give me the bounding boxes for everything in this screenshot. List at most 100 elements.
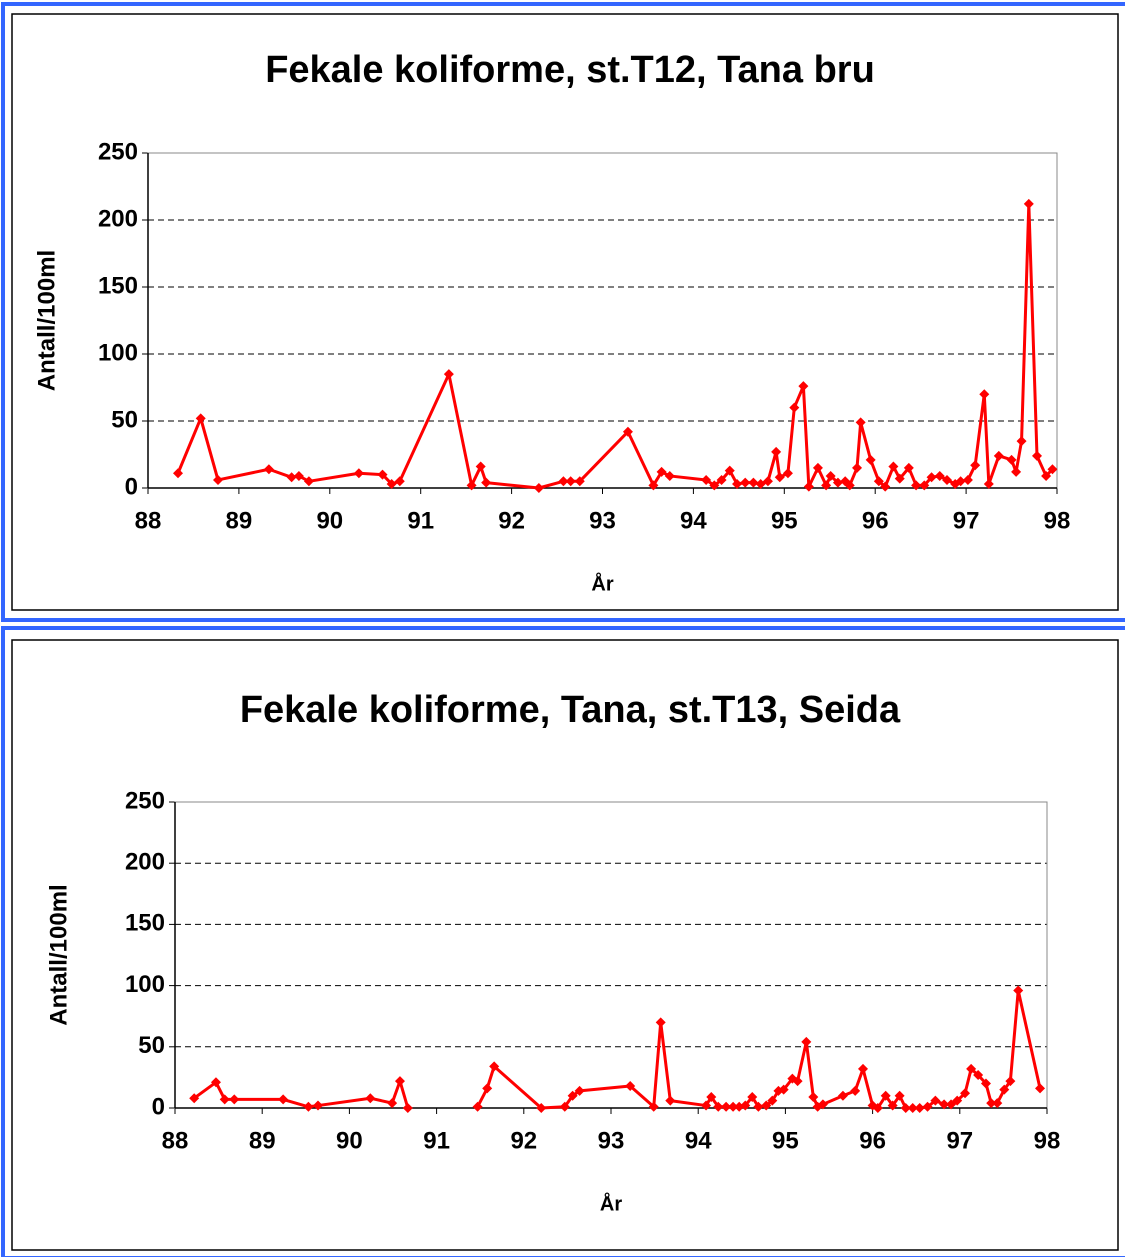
data-point xyxy=(278,1094,289,1105)
data-point xyxy=(774,472,785,483)
data-point xyxy=(263,464,274,475)
x-tick-label: 93 xyxy=(598,1127,625,1154)
data-point xyxy=(855,417,866,428)
data-point xyxy=(922,1101,933,1112)
data-point xyxy=(872,1103,883,1113)
data-point xyxy=(808,1091,819,1102)
data-point xyxy=(817,1099,828,1110)
data-point xyxy=(753,1101,764,1112)
data-point xyxy=(1013,985,1024,996)
data-point xyxy=(801,1036,812,1047)
data-point xyxy=(798,381,809,392)
x-tick-label: 91 xyxy=(407,507,434,534)
data-point xyxy=(567,1090,578,1101)
data-point xyxy=(701,1100,712,1111)
data-point xyxy=(970,460,981,471)
data-point xyxy=(365,1093,376,1104)
x-tick-label: 96 xyxy=(862,507,889,534)
x-tick-label: 97 xyxy=(946,1127,973,1154)
data-point xyxy=(999,1084,1010,1095)
data-point xyxy=(992,1098,1003,1109)
data-point xyxy=(821,480,832,491)
data-point xyxy=(172,468,183,479)
data-point xyxy=(903,462,914,473)
x-tick-label: 95 xyxy=(772,1127,799,1154)
data-point xyxy=(844,480,855,491)
data-point xyxy=(782,468,793,479)
data-point xyxy=(894,1090,905,1101)
data-point xyxy=(482,1083,493,1094)
y-tick-label: 50 xyxy=(111,406,138,433)
data-point xyxy=(724,465,735,476)
data-point xyxy=(313,1100,324,1111)
data-point xyxy=(980,1078,991,1089)
x-tick-label: 90 xyxy=(336,1127,363,1154)
x-tick-label: 90 xyxy=(316,507,343,534)
data-point xyxy=(728,1101,739,1112)
data-point xyxy=(394,1076,405,1087)
data-point xyxy=(1023,198,1034,209)
data-point xyxy=(648,480,659,491)
data-point xyxy=(574,1085,585,1096)
x-tick-label: 94 xyxy=(685,1127,712,1154)
data-point xyxy=(888,461,899,472)
data-point xyxy=(792,1076,803,1087)
data-point xyxy=(762,476,773,487)
y-axis-label: Antall/100ml xyxy=(33,250,60,391)
chart-border xyxy=(11,639,1119,1251)
y-tick-label: 250 xyxy=(125,787,165,814)
data-point xyxy=(911,480,922,491)
y-axis-label: Antall/100ml xyxy=(45,884,72,1025)
data-point xyxy=(559,1101,570,1112)
data-point xyxy=(732,478,743,489)
data-point xyxy=(880,481,891,492)
data-point xyxy=(303,476,314,487)
data-point xyxy=(558,476,569,487)
data-point xyxy=(962,474,973,485)
data-point xyxy=(706,1091,717,1102)
data-point xyxy=(880,1090,891,1101)
x-axis-label: År xyxy=(591,571,613,595)
x-tick-label: 98 xyxy=(1034,1127,1061,1154)
data-point xyxy=(747,1091,758,1102)
data-point xyxy=(656,466,667,477)
x-tick-label: 96 xyxy=(859,1127,886,1154)
data-point xyxy=(1047,464,1058,475)
data-point xyxy=(850,1085,861,1096)
data-point xyxy=(740,477,751,488)
y-tick-label: 0 xyxy=(125,473,138,500)
data-point xyxy=(865,454,876,465)
data-point xyxy=(386,478,397,489)
data-point xyxy=(852,462,863,473)
data-point xyxy=(377,469,388,480)
data-point xyxy=(655,1017,666,1028)
data-point xyxy=(873,476,884,487)
data-point xyxy=(1011,466,1022,477)
data-point xyxy=(402,1103,413,1113)
data-point xyxy=(353,468,364,479)
data-point xyxy=(832,477,843,488)
data-point xyxy=(812,462,823,473)
data-point xyxy=(858,1063,869,1074)
data-point xyxy=(212,474,223,485)
data-point xyxy=(622,426,633,437)
x-tick-label: 93 xyxy=(589,507,616,534)
data-point xyxy=(1006,454,1017,465)
data-point xyxy=(574,476,585,487)
chart-title: Fekale koliforme, Tana, st.T13, Seida xyxy=(240,689,901,731)
x-tick-label: 92 xyxy=(510,1127,537,1154)
data-point xyxy=(803,481,814,492)
data-point xyxy=(1035,1083,1046,1094)
data-point xyxy=(740,1100,751,1111)
data-point xyxy=(1016,436,1027,447)
x-tick-label: 89 xyxy=(226,507,253,534)
data-point xyxy=(983,478,994,489)
x-tick-label: 98 xyxy=(1044,507,1071,534)
data-point xyxy=(533,483,544,493)
data-point xyxy=(664,470,675,481)
y-tick-label: 250 xyxy=(98,138,138,165)
data-point xyxy=(789,402,800,413)
data-point xyxy=(648,1101,659,1112)
data-point xyxy=(466,480,477,491)
